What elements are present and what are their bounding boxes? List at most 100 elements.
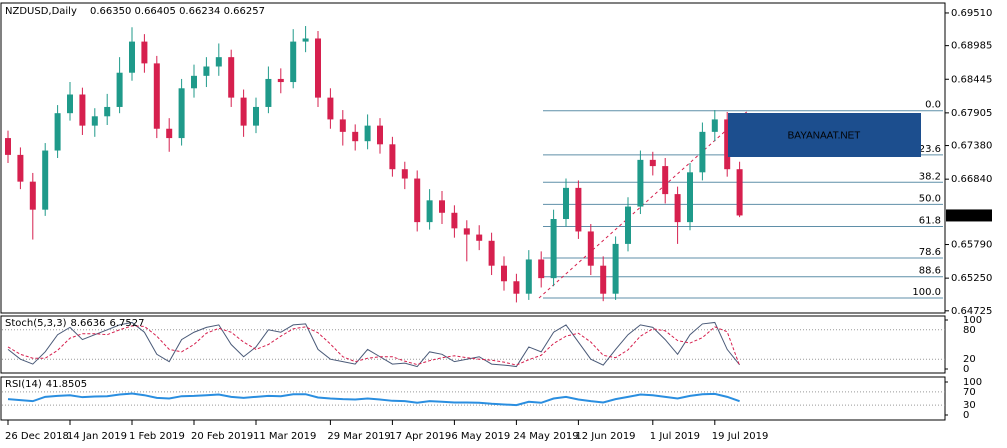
candle-body (253, 106, 259, 126)
indicator-line (7, 321, 740, 368)
fib-label: 50.0 (919, 193, 941, 204)
candle-body (563, 187, 569, 220)
candle-body (104, 106, 111, 117)
fib-label: 88.6 (919, 266, 941, 277)
y-tick-label: 0 (963, 410, 969, 421)
candle-body (79, 94, 86, 126)
x-tick-label: 26 Dec 2018 (5, 431, 69, 442)
watermark-bg (728, 113, 921, 157)
y-tick-label: 0.65250 (951, 273, 992, 284)
candle-body (352, 131, 359, 142)
y-tick-label: 30 (963, 400, 976, 411)
candle-body (587, 231, 594, 266)
candle-body (513, 281, 520, 294)
candle-body (290, 41, 297, 83)
candle-body (687, 172, 693, 223)
candle-body (277, 78, 284, 83)
y-tick-label: 0.68445 (951, 74, 992, 85)
fib-label: 23.6 (919, 144, 941, 155)
candle-body (327, 97, 334, 120)
candle-body (339, 119, 346, 132)
candle-body (439, 200, 445, 213)
candle-body (538, 259, 545, 279)
y-tick-label: 0.64725 (951, 306, 992, 317)
candle-body (191, 75, 197, 89)
candle-body (550, 219, 557, 279)
indicator-value: 8.6636 (70, 318, 105, 329)
candle-body (141, 41, 148, 64)
fib-label: 61.8 (919, 215, 941, 226)
x-tick-label: 19 Jul 2019 (712, 431, 769, 442)
candle-body (153, 63, 160, 129)
candle-body (377, 125, 383, 145)
x-tick-label: 14 Jan 2019 (67, 431, 127, 442)
y-tick-label: 20 (963, 354, 976, 365)
chart-title: NZDUSD,Daily (5, 6, 77, 17)
candle-body (389, 144, 396, 170)
y-tick-label: 80 (963, 325, 976, 336)
x-tick-label: 1 Jul 2019 (650, 431, 700, 442)
y-tick-label: 0.68985 (951, 41, 992, 52)
candle-body (240, 97, 247, 126)
x-tick-label: 11 Mar 2019 (253, 431, 316, 442)
indicator-value: 6.7527 (109, 318, 144, 329)
candle-body (302, 38, 309, 42)
candle-body (116, 72, 123, 107)
watermark: BAYANAAT.NET (788, 131, 861, 142)
x-tick-label: 6 May 2019 (451, 431, 510, 442)
candle-body (54, 113, 61, 151)
y-tick-label: 0.66840 (951, 174, 992, 185)
y-tick-label: 100 (963, 377, 982, 388)
trend-line (538, 110, 749, 299)
candle-body (364, 125, 371, 142)
candle-body (711, 119, 718, 132)
fib-label: 0.0 (925, 100, 941, 111)
candle-body (91, 116, 98, 126)
candle-body (426, 200, 433, 223)
candle-body (166, 128, 173, 139)
candle-body (315, 38, 321, 98)
candle-body (5, 138, 11, 155)
indicator-line (7, 392, 740, 407)
y-tick-label: 0.69510 (951, 8, 992, 19)
indicator-value: 41.8505 (46, 379, 87, 390)
candle-body (600, 265, 607, 294)
y-tick-label: 100 (963, 315, 982, 326)
chart-subtitle: 0.66350 0.66405 0.66234 0.66257 (90, 6, 265, 17)
y-tick-label: 70 (963, 387, 976, 398)
candle-body (228, 57, 235, 98)
y-tick-label: 0 (963, 364, 969, 375)
fib-label: 38.2 (919, 171, 941, 182)
candle-body (451, 212, 458, 229)
rsi-panel (0, 376, 946, 421)
candle-body (674, 194, 681, 223)
indicator-title: RSI(14) (5, 379, 42, 390)
candle-body (637, 159, 644, 207)
candle-body (215, 57, 222, 67)
price-tag-bg (946, 209, 992, 222)
candle-body (625, 206, 631, 244)
candle-body (612, 243, 619, 294)
fib-label: 100.0 (912, 287, 941, 298)
candle-body (178, 88, 185, 139)
candle-body (736, 169, 743, 216)
candle-body (129, 41, 135, 73)
y-tick-label: 0.65790 (951, 240, 992, 251)
x-tick-label: 20 Feb 2019 (191, 431, 253, 442)
candle-body (649, 159, 656, 167)
candle-body (463, 228, 470, 235)
candle-body (476, 234, 483, 241)
price-tag: 0.66257 (949, 210, 990, 221)
y-tick-label: 0.67380 (951, 141, 992, 152)
candle-body (414, 178, 421, 223)
candle-body (29, 181, 36, 210)
candle-body (525, 259, 532, 294)
stoch-panel (0, 315, 946, 374)
x-tick-label: 1 Feb 2019 (129, 431, 185, 442)
candle-body (662, 166, 669, 195)
candle-body (488, 240, 495, 266)
x-tick-label: 24 May 2019 (513, 431, 578, 442)
candle-body (575, 187, 582, 232)
